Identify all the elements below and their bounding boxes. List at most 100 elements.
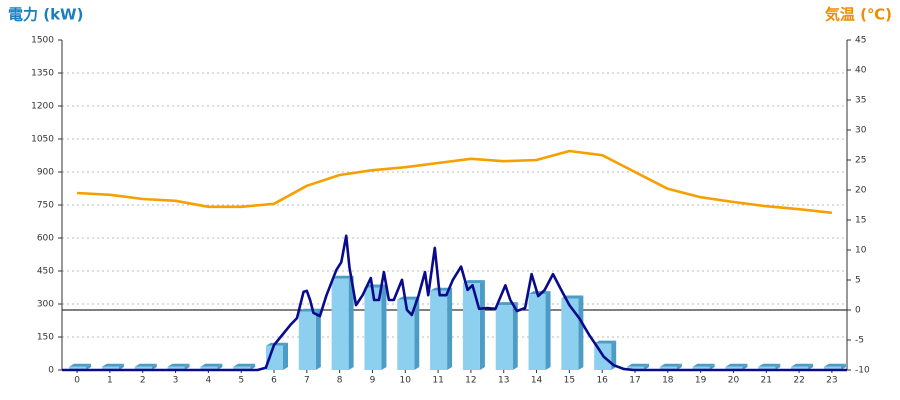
bar bbox=[495, 305, 513, 370]
y-tick-label: 300 bbox=[37, 300, 54, 310]
bar-top bbox=[594, 340, 617, 344]
x-tick-label: 7 bbox=[304, 376, 310, 386]
x-tick-label: 12 bbox=[465, 376, 476, 386]
bar-side bbox=[414, 296, 420, 370]
y2-tick-label: 20 bbox=[855, 186, 867, 196]
x-tick-label: 3 bbox=[173, 376, 179, 386]
y-tick-label: 150 bbox=[37, 333, 54, 343]
bar-side bbox=[250, 363, 256, 370]
y-tick-label: 900 bbox=[37, 168, 54, 178]
y2-tick-label: -5 bbox=[855, 336, 864, 346]
y-tick-label: 0 bbox=[48, 366, 54, 376]
y-tick-label: 1050 bbox=[31, 135, 54, 145]
bar bbox=[725, 366, 743, 370]
bar-top bbox=[430, 287, 453, 291]
x-tick-label: 11 bbox=[432, 376, 443, 386]
bar-top bbox=[725, 363, 748, 367]
bar-side bbox=[775, 363, 781, 370]
x-tick-label: 9 bbox=[370, 376, 376, 386]
bar-side bbox=[709, 363, 715, 370]
bar bbox=[397, 299, 415, 370]
x-tick-label: 13 bbox=[498, 376, 509, 386]
x-tick-label: 6 bbox=[271, 376, 277, 386]
bar-side bbox=[217, 363, 223, 370]
bar-top bbox=[462, 280, 485, 284]
bar-side bbox=[676, 363, 682, 370]
bar bbox=[364, 287, 382, 370]
bar-side bbox=[578, 295, 584, 370]
bar-top bbox=[791, 363, 814, 367]
bar-side bbox=[742, 363, 748, 370]
x-tick-label: 16 bbox=[596, 376, 608, 386]
bar-side bbox=[545, 291, 551, 370]
bar-top bbox=[331, 275, 354, 279]
y2-tick-label: 30 bbox=[855, 126, 867, 136]
bar-side bbox=[512, 302, 518, 370]
x-tick-label: 14 bbox=[531, 376, 543, 386]
y2-tick-label: 45 bbox=[855, 36, 866, 46]
y2-tick-label: -10 bbox=[855, 366, 870, 376]
bar-top bbox=[758, 363, 781, 367]
bar-top bbox=[823, 363, 846, 367]
y-tick-label: 600 bbox=[37, 234, 54, 244]
bar-top bbox=[134, 363, 157, 367]
bar bbox=[69, 366, 87, 370]
y2-tick-label: 35 bbox=[855, 96, 866, 106]
x-tick-label: 17 bbox=[629, 376, 640, 386]
bar-side bbox=[643, 363, 649, 370]
bar-top bbox=[167, 363, 190, 367]
bar bbox=[758, 366, 776, 370]
y2-tick-label: 15 bbox=[855, 216, 866, 226]
bar-side bbox=[348, 275, 354, 370]
bar bbox=[528, 294, 546, 370]
line bbox=[77, 149, 833, 215]
bar-side bbox=[151, 363, 157, 370]
bar-top bbox=[528, 291, 551, 295]
x-tick-label: 20 bbox=[728, 376, 740, 386]
bar-top bbox=[233, 363, 256, 367]
bar bbox=[561, 298, 579, 370]
y-tick-label: 1350 bbox=[31, 69, 54, 79]
bar-side bbox=[118, 363, 124, 370]
bar-side bbox=[86, 363, 92, 370]
x-tick-label: 15 bbox=[564, 376, 575, 386]
line bbox=[62, 234, 847, 372]
bar-top bbox=[101, 363, 124, 367]
bar-side bbox=[447, 287, 453, 370]
y-tick-label: 750 bbox=[37, 201, 54, 211]
bar bbox=[626, 366, 644, 370]
bar bbox=[134, 366, 152, 370]
bar bbox=[101, 366, 119, 370]
bar bbox=[791, 366, 809, 370]
x-tick-label: 2 bbox=[140, 376, 146, 386]
bar bbox=[200, 366, 218, 370]
bar-top bbox=[200, 363, 223, 367]
y-axis-title: 電力 (kW) bbox=[8, 6, 83, 24]
y2-axis-title: 気温 (℃) bbox=[825, 6, 892, 24]
y2-tick-label: 10 bbox=[855, 246, 867, 256]
bar bbox=[659, 366, 677, 370]
bar-side bbox=[808, 363, 814, 370]
bar-side bbox=[315, 308, 321, 370]
bar-side bbox=[381, 284, 387, 370]
x-tick-label: 1 bbox=[107, 376, 113, 386]
y-tick-label: 1500 bbox=[31, 36, 54, 46]
bar bbox=[331, 278, 349, 370]
x-tick-label: 10 bbox=[400, 376, 412, 386]
x-tick-label: 5 bbox=[238, 376, 244, 386]
y2-tick-label: 25 bbox=[855, 156, 866, 166]
x-tick-label: 19 bbox=[695, 376, 707, 386]
bar-top bbox=[69, 363, 92, 367]
bar bbox=[430, 290, 448, 370]
x-tick-label: 23 bbox=[826, 376, 837, 386]
bar-top bbox=[659, 363, 682, 367]
bar-top bbox=[397, 296, 420, 300]
x-tick-label: 18 bbox=[662, 376, 674, 386]
bar bbox=[823, 366, 841, 370]
bar-side bbox=[184, 363, 190, 370]
bar bbox=[167, 366, 185, 370]
bar-side bbox=[283, 342, 289, 370]
x-tick-label: 4 bbox=[205, 376, 211, 386]
bar-side bbox=[840, 363, 846, 370]
x-tick-label: 8 bbox=[337, 376, 343, 386]
